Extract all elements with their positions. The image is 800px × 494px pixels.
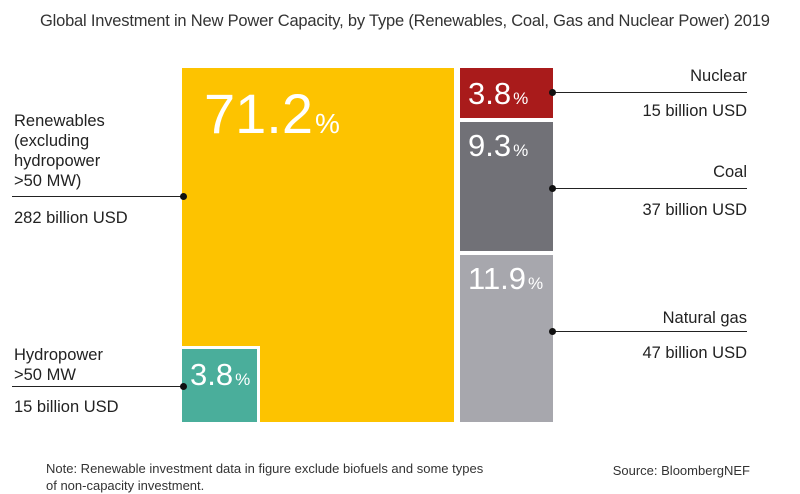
hydropower-share-label: 3.8% (190, 357, 251, 392)
chart-source: Source: BloombergNEF (612, 463, 750, 478)
coal-value: 37 billion USD (642, 201, 747, 219)
renewables-value: 282 billion USD (14, 209, 128, 227)
nuclear-leader-line (553, 92, 747, 93)
gas-value: 47 billion USD (642, 344, 747, 362)
nuclear-leader-dot (549, 89, 556, 96)
nuclear-label: Nuclear (690, 67, 747, 85)
gas-leader-dot (549, 328, 556, 335)
gas-label: Natural gas (662, 309, 747, 327)
block-hydropower: 3.8% (182, 346, 260, 422)
coal-leader-line (553, 188, 747, 189)
hydropower-label: Hydropower >50 MW (14, 346, 103, 384)
hydropower-leader-dot (180, 383, 187, 390)
chart-title: Global Investment in New Power Capacity,… (40, 12, 770, 30)
gas-leader-line (553, 331, 747, 332)
hydropower-value: 15 billion USD (14, 398, 119, 416)
block-natural-gas: 11.9% (460, 255, 553, 422)
coal-label: Coal (713, 163, 747, 181)
chart-note: Note: Renewable investment data in figur… (46, 461, 484, 493)
nuclear-share-label: 3.8% (468, 76, 529, 111)
coal-share-label: 9.3% (468, 128, 529, 163)
nuclear-value: 15 billion USD (642, 102, 747, 120)
coal-leader-dot (549, 185, 556, 192)
block-coal: 9.3% (460, 122, 553, 251)
renewables-leader-line (12, 196, 184, 197)
hydropower-leader-line (12, 386, 184, 387)
renewables-leader-dot (180, 193, 187, 200)
gas-share-label: 11.9% (468, 261, 544, 296)
block-nuclear: 3.8% (460, 68, 553, 118)
renewables-share-label: 71.2% (204, 82, 340, 145)
renewables-label: Renewables (excluding hydropower >50 MW) (14, 112, 105, 190)
